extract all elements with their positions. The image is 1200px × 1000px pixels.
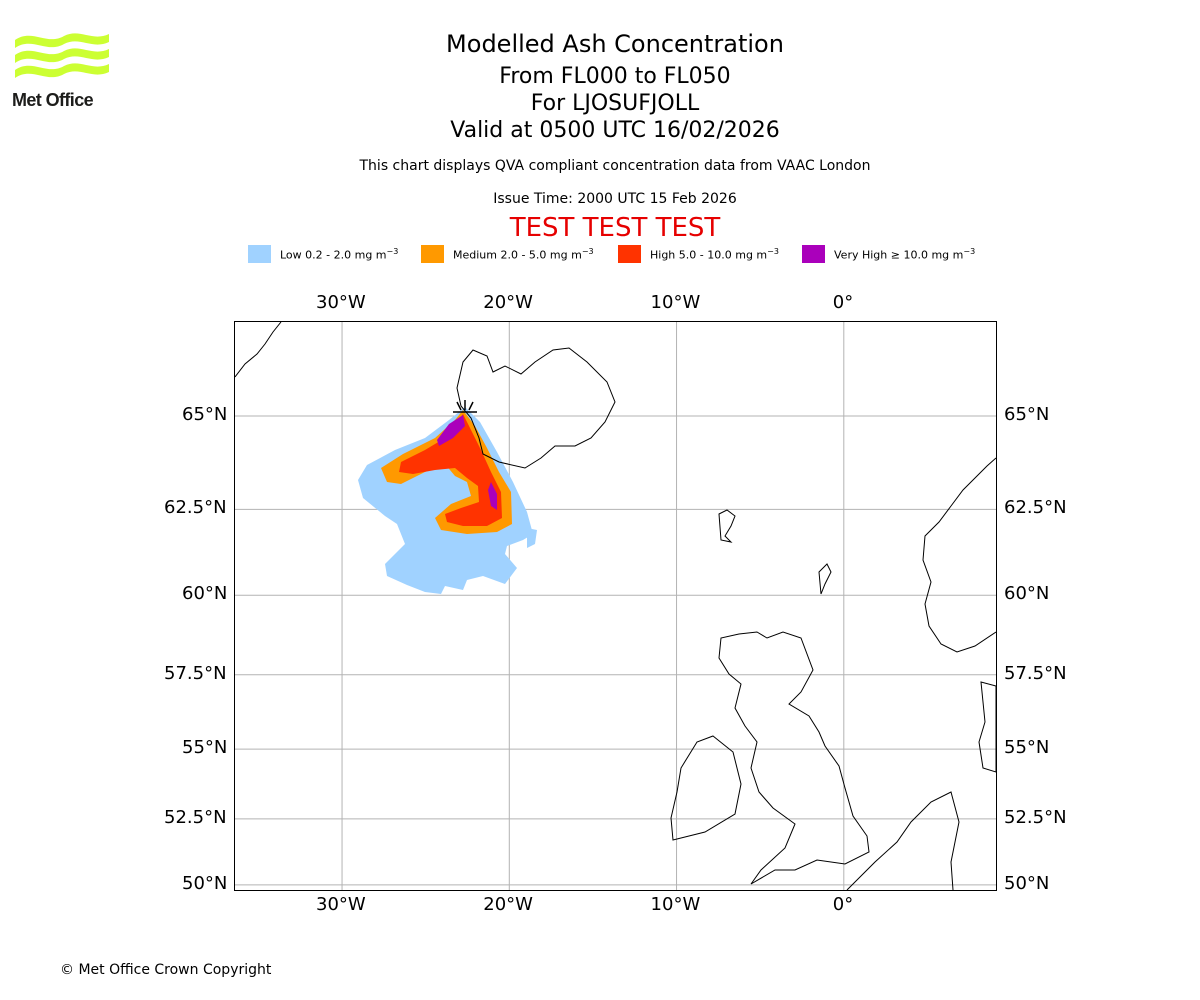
lat-label-right-0: 65°N (1004, 403, 1050, 425)
lon-label-top-0: 30°W (316, 292, 366, 313)
lat-label-left-4: 55°N (182, 737, 228, 759)
legend-item-high: High 5.0 - 10.0 mg m−3 (618, 244, 779, 264)
legend-swatch-low (248, 245, 271, 263)
chart-subtitle: This chart displays QVA compliant concen… (359, 158, 871, 174)
title-lines: From FL000 to FL050 For LJOSUFJOLL Valid… (0, 63, 1200, 144)
ash-low-islet-1 (527, 528, 537, 548)
ash-very-high-area-south (488, 482, 497, 510)
legend-unit-very-high: −3 (963, 246, 976, 256)
legend-label-high: High 5.0 - 10.0 mg m (650, 248, 768, 262)
logo-wave-2 (15, 48, 109, 63)
lon-label-top-1: 20°W (483, 292, 533, 313)
ash-plume (358, 407, 537, 594)
coast-ireland (670, 735, 742, 841)
ash-very-high-area-north (437, 415, 465, 446)
volcano-marker-rays (453, 400, 477, 413)
coast-shetland (818, 563, 832, 595)
legend-label-very-high: Very High ≥ 10.0 mg m (834, 248, 964, 262)
map-gridlines (235, 322, 996, 890)
logo-wave-1 (15, 33, 109, 48)
map-frame[interactable] (234, 321, 997, 891)
valid-time: Valid at 0500 UTC 16/02/2026 (450, 118, 780, 143)
coast-faroe (718, 509, 736, 543)
legend-swatch-medium (421, 245, 444, 263)
met-office-waves-icon (15, 33, 109, 78)
chart-title: Modelled Ash Concentration (446, 30, 784, 58)
copyright: © Met Office Crown Copyright (60, 962, 272, 978)
lat-label-right-6: 50°N (1004, 872, 1050, 894)
volcano-location: For LJOSUFJOLL (530, 91, 700, 116)
legend-item-medium: Medium 2.0 - 5.0 mg m−3 (421, 244, 594, 264)
legend-swatch-very-high (802, 245, 825, 263)
level-range: From FL000 to FL050 (499, 64, 731, 89)
lat-label-left-5: 52.5°N (164, 806, 227, 828)
lat-label-left-3: 57.5°N (164, 662, 227, 684)
lat-label-right-2: 60°N (1004, 583, 1050, 605)
legend-unit-low: −3 (386, 246, 399, 256)
lat-label-right-5: 52.5°N (1004, 806, 1067, 828)
lat-label-left-1: 62.5°N (164, 497, 227, 519)
coast-greenland (235, 322, 282, 378)
legend-swatch-high (618, 245, 641, 263)
lon-label-bottom-3: 0° (832, 894, 854, 915)
legend-label-low: Low 0.2 - 2.0 mg m (280, 248, 387, 262)
test-banner: TEST TEST TEST (509, 213, 721, 243)
coast-britain (718, 631, 870, 885)
issue-time: Issue Time: 2000 UTC 15 Feb 2026 (493, 191, 737, 207)
lat-label-right-4: 55°N (1004, 737, 1050, 759)
legend-item-low: Low 0.2 - 2.0 mg m−3 (248, 244, 398, 264)
legend-unit-high: −3 (767, 246, 779, 256)
lat-label-left-0: 65°N (182, 403, 228, 425)
legend-unit-medium: −3 (581, 246, 594, 256)
coast-norway (922, 457, 996, 653)
lon-label-bottom-1: 20°W (483, 894, 533, 915)
lat-label-left-6: 50°N (182, 872, 228, 894)
lon-label-top-2: 10°W (650, 292, 701, 313)
lon-label-bottom-0: 30°W (316, 894, 366, 915)
logo-text: Met Office (12, 90, 94, 110)
coastlines (235, 322, 996, 890)
logo-wave-3 (15, 63, 109, 78)
lat-label-right-1: 62.5°N (1004, 497, 1067, 519)
coast-iceland (456, 347, 616, 469)
met-office-logo: Met Office (12, 28, 112, 118)
coast-denmark (978, 681, 996, 773)
lon-label-bottom-2: 10°W (650, 894, 701, 915)
lat-label-right-3: 57.5°N (1004, 662, 1067, 684)
lon-label-top-3: 0° (832, 292, 854, 313)
ash-high-area (399, 414, 502, 526)
ash-map[interactable] (235, 322, 996, 890)
legend-label-medium: Medium 2.0 - 5.0 mg m (453, 248, 582, 262)
coast-netherlands-belgium (846, 791, 960, 890)
lat-label-left-2: 60°N (182, 583, 228, 605)
volcano-marker (453, 400, 477, 413)
legend-item-very-high: Very High ≥ 10.0 mg m−3 (802, 244, 975, 264)
